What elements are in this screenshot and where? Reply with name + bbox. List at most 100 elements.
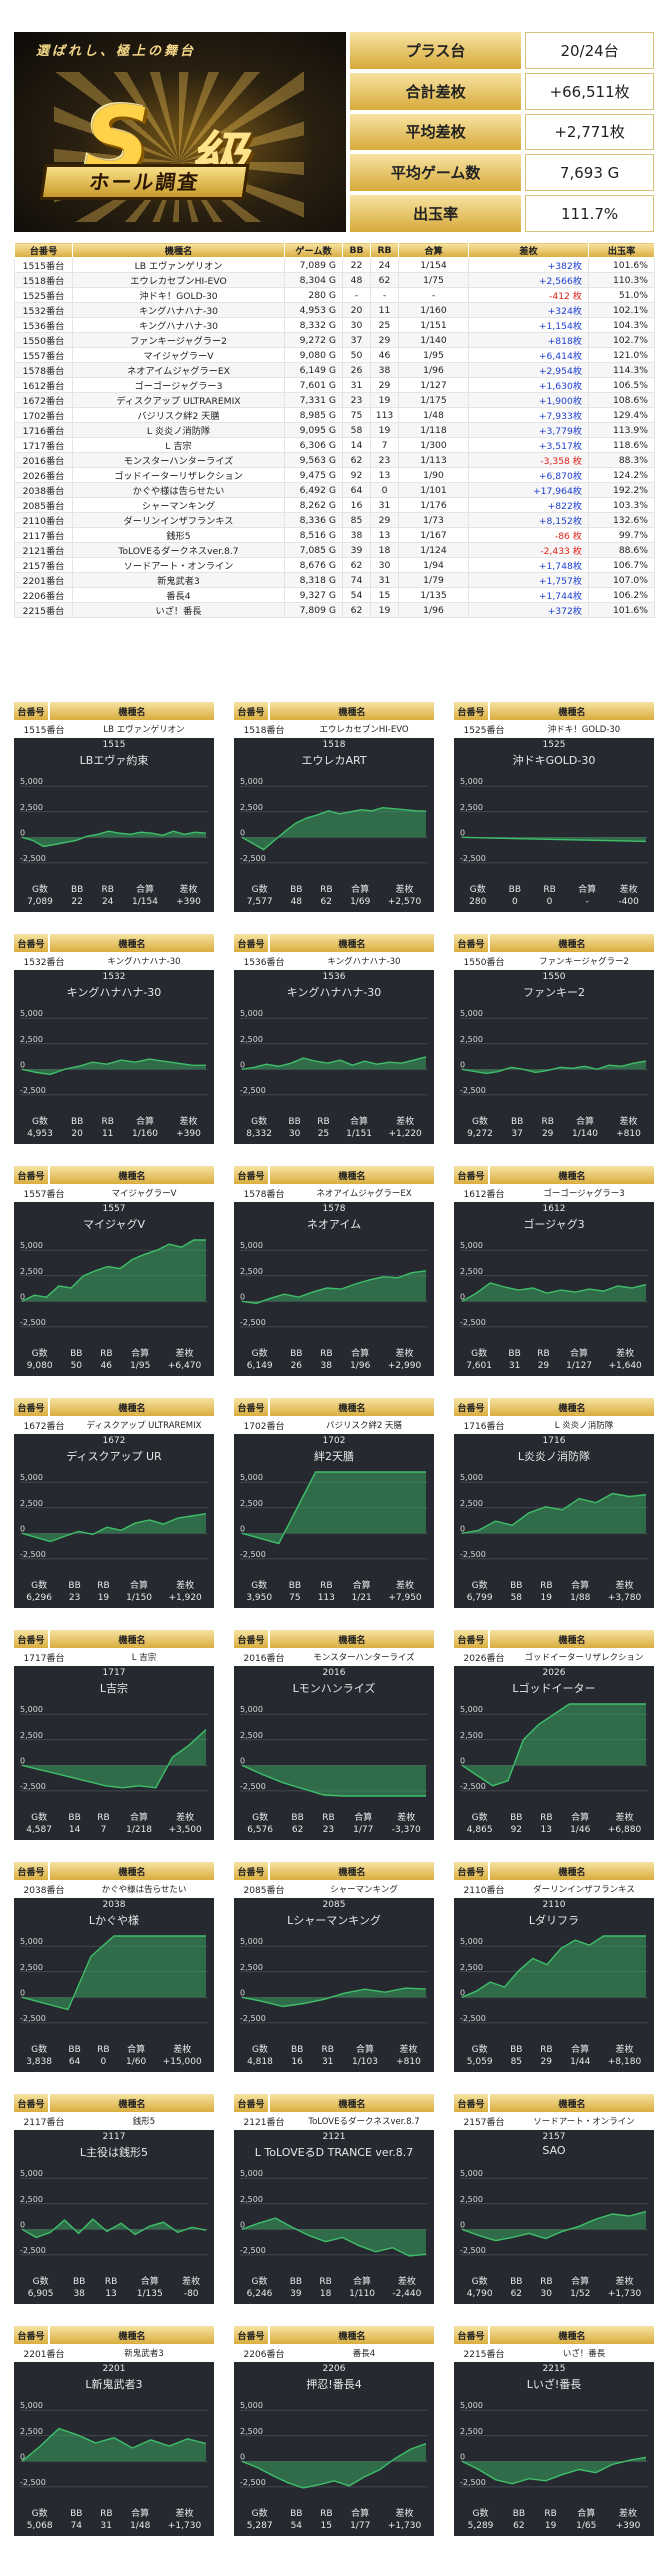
column-header: 台番号	[14, 242, 73, 258]
stat-value: 1/77	[350, 2521, 371, 2531]
card-num-label: 台番号	[14, 1398, 48, 1416]
y-tick-label: 0	[240, 1292, 245, 1301]
slump-graph-grid: 台番号 機種名 1515番台 LB エヴァンゲリオン 1515 LBエヴァ約束 5,000 2…	[14, 702, 654, 2536]
stat-column: RB 30	[540, 2276, 552, 2300]
card-name: 番長4	[352, 2349, 376, 2359]
graph-area	[462, 1704, 646, 1786]
stat-label: BB	[289, 2277, 303, 2287]
stat-value: 24	[101, 897, 114, 907]
card-num-label: 台番号	[14, 1166, 48, 1184]
table-cell: ソードアート・オンライン	[72, 557, 285, 573]
stat-value: 14	[68, 1825, 81, 1835]
card-num: 1525番台	[463, 725, 505, 736]
table-cell: +382枚	[468, 257, 589, 273]
column-header: 差枚	[468, 242, 589, 258]
stat-column: RB 23	[322, 1812, 334, 1836]
table-cell: 132.6%	[588, 512, 655, 528]
stat-label: BB	[68, 2045, 81, 2055]
slump-graph: 1672 ディスクアップ UR 5,000 2,500 0 -2,500 G数 6,296 BB…	[14, 1434, 214, 1608]
y-tick-label: 2,500	[20, 803, 43, 812]
stat-label: BB	[288, 1117, 301, 1127]
y-tick-label: 0	[20, 2452, 25, 2461]
card-header: 台番号 機種名	[14, 934, 214, 952]
y-tick-label: 2,500	[460, 1731, 483, 1740]
table-cell: 1/48	[398, 407, 469, 423]
y-tick-label: 5,000	[460, 2169, 483, 2178]
card-num-label: 台番号	[14, 1862, 48, 1880]
stat-column: BB 39	[290, 2276, 302, 2300]
stat-column: 合算 1/154	[132, 884, 158, 908]
y-tick-label: 2,500	[460, 1035, 483, 1044]
table-cell: 1515番台	[14, 257, 73, 273]
y-tick-label: 0	[460, 1756, 465, 1765]
slump-graph: 2110 Lダリフラ 5,000 2,500 0 -2,500 G数 5,059 BB 85 RB 2…	[454, 1898, 654, 2072]
graph-area	[242, 2218, 426, 2256]
stat-column: G数 5,068	[27, 2508, 53, 2532]
y-tick-label: 5,000	[20, 777, 43, 786]
stat-label: G数	[251, 2045, 268, 2055]
graph-id: 2085	[322, 1900, 346, 1910]
table-cell: 1/96	[398, 362, 469, 378]
table-cell: マイジャグラーV	[72, 347, 285, 363]
stat-value: 1/95	[130, 1361, 151, 1371]
stat-label: 差枚	[395, 2509, 414, 2519]
graph-id: 1612	[542, 1204, 566, 1214]
stat-column: 合算 1/96	[350, 1348, 370, 1372]
table-row: 2215番台 いざ！番長 7,809 G 62 19 1/96 +372枚 101.6%	[14, 602, 655, 618]
stat-label: RB	[101, 1117, 114, 1127]
stat-label: 差枚	[175, 1349, 194, 1359]
summary-label: 平均ゲーム数	[350, 154, 522, 192]
stat-column: BB 30	[288, 1116, 300, 1140]
card-header: 台番号 機種名	[14, 1398, 214, 1416]
stat-value: +1,220	[388, 1129, 422, 1139]
graph-title: キングハナハナ-30	[66, 986, 162, 999]
table-cell: L 吉宗	[72, 437, 285, 453]
y-tick-label: 0	[240, 2452, 245, 2461]
table-cell: 7,601 G	[284, 377, 343, 393]
table-cell: 1/94	[398, 557, 469, 573]
table-cell: 8,676 G	[284, 557, 343, 573]
stat-column: RB 25	[317, 1116, 329, 1140]
y-tick-label: 5,000	[20, 1705, 43, 1714]
stat-label: BB	[290, 1349, 303, 1359]
table-cell: 1672番台	[14, 392, 73, 408]
stat-value: 64	[68, 2057, 81, 2067]
card-num-label: 台番号	[234, 934, 268, 952]
table-cell: 23	[342, 392, 371, 408]
card-num: 1536番台	[243, 957, 285, 968]
stat-column: 差枚 +8,180	[608, 2044, 641, 2068]
stat-label: RB	[320, 1349, 333, 1359]
y-tick-label: 5,000	[460, 1705, 483, 1714]
stat-column: G数 5,059	[467, 2044, 493, 2068]
stat-value: 23	[322, 1825, 335, 1835]
table-cell: ダーリンインザフランキス	[72, 512, 285, 528]
stat-column: G数 6,296	[26, 1580, 52, 1604]
stat-column: RB 31	[100, 2508, 112, 2532]
card-num-label: 台番号	[454, 2326, 488, 2344]
stat-label: BB	[512, 2509, 526, 2519]
stat-value: 5,289	[467, 2521, 494, 2531]
card-num: 2110番台	[463, 1885, 505, 1896]
card-values: 2085番台 シャーマンキング	[234, 1880, 434, 1898]
card-values: 2215番台 いざ！番長	[454, 2344, 654, 2362]
y-tick-label: 5,000	[460, 1009, 483, 1018]
stat-column: RB 113	[318, 1580, 335, 1604]
graph-canvas: 5,000 2,500 0 -2,500	[460, 2401, 648, 2488]
y-tick-label: 5,000	[20, 1241, 43, 1250]
graph-line	[21, 2218, 207, 2239]
y-tick-label: 0	[240, 828, 245, 837]
stat-label: 合算	[571, 2277, 590, 2287]
stat-label: 合算	[577, 2509, 596, 2519]
card-num: 2026番台	[463, 1653, 505, 1664]
table-row: 1612番台 ゴーゴージャグラー3 7,601 G 31 29 1/127 +1,630枚 1…	[14, 377, 655, 393]
stat-value: +3,780	[607, 1593, 642, 1603]
stat-column: 合算 1/46	[570, 1812, 590, 1836]
y-tick-label: 5,000	[240, 1705, 263, 1714]
graph-canvas: 5,000 2,500 0 -2,500	[20, 1239, 208, 1328]
table-cell: 9,563 G	[284, 452, 343, 468]
card-name-label: 機種名	[50, 1398, 214, 1416]
graph-stats: G数 3,950 BB 75 RB 113 合算 1/21 差枚 +7,950	[234, 1580, 434, 1604]
table-cell: 18	[370, 542, 399, 558]
graph-id: 1716	[542, 1436, 566, 1446]
table-cell: ゴッドイーターリザレクション	[72, 467, 285, 483]
